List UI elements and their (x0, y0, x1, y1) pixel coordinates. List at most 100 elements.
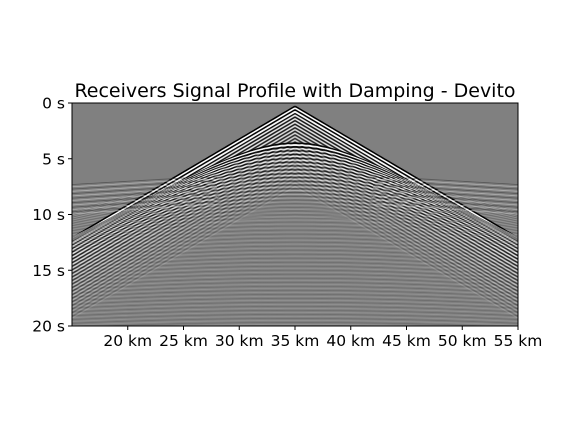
direct-wave-left (72, 182, 296, 316)
direct-wave-right (294, 166, 518, 300)
wave-band (72, 251, 518, 264)
wave-band (72, 261, 518, 273)
head-wave-left (72, 176, 217, 185)
direct-wave-left (72, 179, 296, 312)
reflection-wave (72, 191, 518, 243)
reflection-wave (72, 184, 518, 241)
direct-wave-right (294, 171, 518, 305)
reflection-wave (72, 161, 518, 238)
reflection-wave (72, 169, 518, 238)
head-wave-right (373, 193, 518, 204)
head-wave-right (373, 204, 518, 215)
reflection-wave (72, 205, 518, 248)
direct-wave-left (72, 177, 296, 310)
wave-band (72, 205, 518, 229)
chart-title: Receivers Signal Profile with Damping - … (74, 80, 515, 102)
wave-band (72, 295, 518, 304)
direct-wave-left (72, 164, 296, 298)
reflection-wave (72, 190, 518, 243)
reflection-wave (72, 182, 518, 240)
x-tick-label: 20 km (103, 332, 152, 350)
direct-wave-right (294, 164, 518, 298)
wave-band (72, 265, 518, 276)
wavefield (72, 105, 518, 326)
x-tick-label: 50 km (438, 332, 487, 350)
direct-wave-right (294, 170, 518, 303)
direct-wave-left (72, 170, 296, 303)
wave-band (72, 271, 518, 282)
reflection-wave (72, 186, 518, 241)
wave-band (72, 313, 518, 320)
plot-area (71, 102, 519, 327)
direct-wave-right (294, 182, 518, 316)
head-wave-right (373, 199, 518, 210)
head-wave-right (373, 178, 518, 188)
wave-band (72, 301, 518, 309)
x-axis: 20 km 25 km 30 km 35 km 40 km 45 km 50 km 55 km (103, 326, 542, 350)
reflection-wave (72, 188, 518, 242)
wave-band (72, 269, 518, 280)
reflection-wave (72, 167, 518, 238)
wave-band (72, 311, 518, 319)
y-tick-label: 20 s (32, 318, 65, 336)
reflection-wave (72, 163, 518, 238)
x-tick-label: 30 km (215, 332, 264, 350)
wave-band (72, 259, 518, 271)
head-wave-right (373, 181, 518, 190)
direct-wave-right (294, 173, 518, 307)
y-tick-label: 0 s (42, 95, 65, 113)
reflection-wave (72, 207, 518, 249)
reflection-wave (72, 174, 518, 239)
direct-wave-right (294, 186, 518, 319)
direct-wave-right (294, 107, 518, 241)
reflection-wave (72, 197, 518, 245)
head-wave-left (72, 183, 217, 192)
wave-band (72, 253, 518, 266)
head-wave-left (72, 178, 217, 188)
reflection-wave (72, 180, 518, 240)
reflection-wave (72, 203, 518, 248)
head-wave-left (72, 189, 217, 199)
reflection-wave (72, 208, 518, 250)
wave-band (72, 307, 518, 315)
wave-band (72, 235, 518, 251)
wave-band (72, 257, 518, 269)
x-tick-label: 25 km (159, 332, 208, 350)
wave-band (72, 237, 518, 252)
wave-band (72, 245, 518, 259)
direct-wave-right (294, 175, 518, 308)
head-wave-right (373, 191, 518, 201)
direct-wave-left (72, 173, 296, 307)
head-wave-left (72, 181, 217, 190)
direct-wave-left (72, 168, 296, 301)
wave-band (72, 318, 518, 324)
plot-background (72, 103, 518, 326)
reflection-wave (72, 172, 518, 239)
direct-wave-right (294, 184, 518, 317)
wave-band (72, 279, 518, 289)
direct-wave-left (72, 184, 296, 317)
head-wave-right (373, 195, 518, 206)
direct-wave-left (72, 175, 296, 308)
wave-band (72, 309, 518, 317)
head-wave-right (373, 187, 518, 197)
reflection-wave (72, 195, 518, 245)
direct-wave-left (72, 162, 296, 296)
x-tick-label: 40 km (326, 332, 375, 350)
direct-wave-right (294, 177, 518, 310)
wave-band (72, 241, 518, 256)
reflection-wave (72, 201, 518, 247)
wave-band (72, 255, 518, 267)
head-wave-right (373, 176, 518, 185)
wave-band (72, 203, 518, 228)
head-wave-left (72, 185, 217, 194)
reflection-wave (72, 216, 518, 254)
x-tick-label: 35 km (271, 332, 320, 350)
wave-band (72, 239, 518, 254)
wave-band (72, 299, 518, 307)
head-wave-right (373, 189, 518, 199)
wave-band (72, 316, 518, 322)
y-axis: 0 s 5 s 10 s 15 s 20 s (32, 95, 72, 336)
wave-band (72, 207, 518, 230)
wave-band (150, 324, 440, 326)
